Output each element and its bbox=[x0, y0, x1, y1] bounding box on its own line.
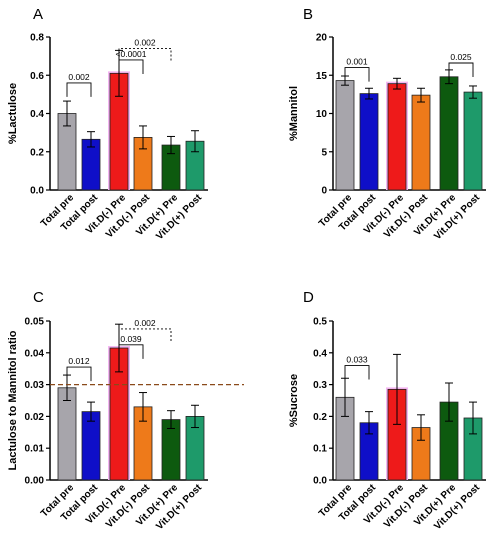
y-tick-label: 0.0 bbox=[30, 186, 44, 197]
p-value-label: 0.002 bbox=[68, 72, 90, 82]
y-tick-label: 0.02 bbox=[25, 412, 45, 423]
y-tick-label: 0.04 bbox=[25, 348, 45, 359]
significance-bracket bbox=[118, 328, 172, 343]
p-value-label: <0.0001 bbox=[116, 49, 147, 59]
y-axis-label: %Lactulose bbox=[7, 83, 19, 144]
y-tick-label: 10 bbox=[316, 109, 328, 120]
y-tick-label: 0.2 bbox=[30, 147, 44, 158]
bar-2 bbox=[81, 411, 101, 481]
y-axis-label: %Sucrose bbox=[288, 374, 300, 427]
panel-letter: D bbox=[303, 289, 314, 306]
y-tick-label: 0.03 bbox=[25, 380, 45, 391]
bar-3 bbox=[387, 83, 407, 191]
y-tick-label: 5 bbox=[321, 147, 327, 158]
p-value-label: 0.002 bbox=[134, 318, 156, 328]
y-tick-label: 0.01 bbox=[25, 444, 45, 455]
y-tick-label: 0.4 bbox=[313, 348, 327, 359]
y-tick-label: 0.05 bbox=[25, 317, 45, 328]
y-tick-label: 0.1 bbox=[313, 444, 327, 455]
p-value-label: 0.001 bbox=[346, 57, 368, 67]
bar-4 bbox=[411, 94, 431, 191]
y-tick-label: 0.3 bbox=[313, 380, 327, 391]
bar-1 bbox=[57, 387, 77, 481]
significance-bracket bbox=[66, 82, 92, 97]
y-axis-label: %Mannitol bbox=[288, 86, 300, 141]
significance-bracket bbox=[344, 67, 370, 82]
bar-5 bbox=[439, 76, 459, 191]
panel-letter: C bbox=[33, 289, 44, 306]
panel-C: C Lactulose to Mannitol ratio 0.00 0.01 0.02… bbox=[7, 289, 244, 532]
p-value-label: 0.033 bbox=[346, 355, 368, 365]
bar-1 bbox=[335, 80, 355, 191]
p-value-label: 0.025 bbox=[450, 52, 472, 62]
panel-letter: A bbox=[33, 6, 43, 23]
panel-letter: B bbox=[303, 6, 313, 23]
y-tick-label: 0.0 bbox=[313, 476, 327, 487]
y-tick-label: 20 bbox=[316, 33, 328, 44]
significance-bracket bbox=[118, 48, 172, 63]
significance-bracket bbox=[118, 59, 144, 74]
y-tick-label: 0.00 bbox=[25, 476, 45, 487]
y-tick-label: 0.2 bbox=[313, 412, 327, 423]
p-value-label: 0.039 bbox=[120, 334, 142, 344]
p-value-label: 0.012 bbox=[68, 356, 90, 366]
bar-2 bbox=[359, 93, 379, 191]
significance-bracket bbox=[66, 366, 92, 382]
significance-bracket bbox=[118, 344, 144, 359]
y-tick-label: 0.6 bbox=[30, 71, 44, 82]
significance-bracket bbox=[344, 365, 370, 380]
bar-6 bbox=[463, 91, 483, 191]
y-axis-label: Lactulose to Mannitol ratio bbox=[7, 330, 19, 470]
p-value-label: 0.002 bbox=[134, 37, 156, 47]
y-tick-label: 0.8 bbox=[30, 33, 44, 44]
significance-bracket bbox=[448, 62, 474, 78]
y-tick-label: 0 bbox=[321, 186, 327, 197]
y-tick-label: 15 bbox=[316, 71, 328, 82]
y-tick-label: 0.5 bbox=[313, 317, 327, 328]
y-tick-label: 0.4 bbox=[30, 109, 44, 120]
